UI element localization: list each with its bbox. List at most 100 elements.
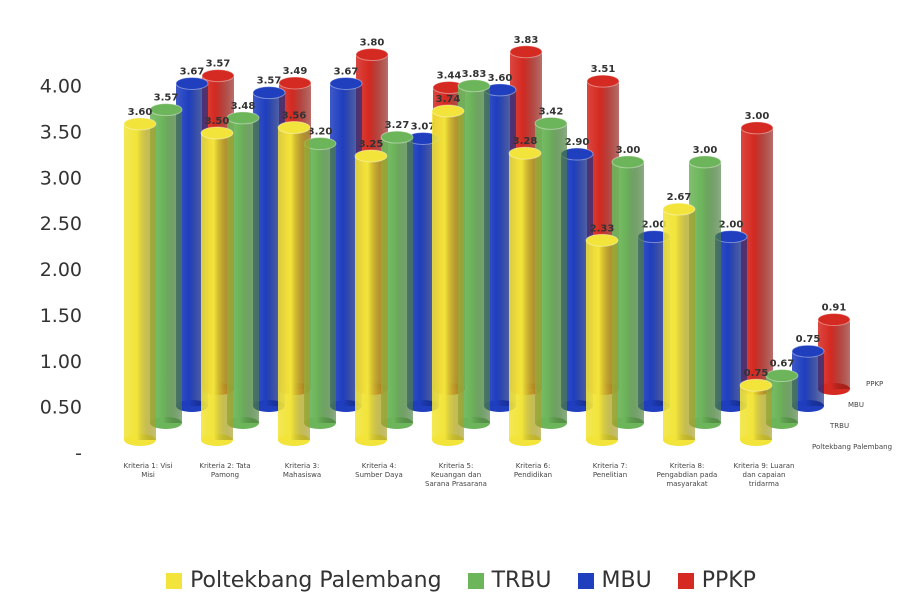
cylinder-top bbox=[200, 126, 234, 140]
bar bbox=[124, 123, 156, 440]
series-depth-label: MBU bbox=[848, 401, 864, 409]
value-label: 0.67 bbox=[770, 359, 795, 370]
legend-swatch bbox=[467, 572, 484, 589]
x-tick-label: Kriteria 6: Pendidikan bbox=[513, 462, 553, 479]
value-label: 3.57 bbox=[206, 59, 231, 70]
bar-face bbox=[432, 111, 464, 441]
bar-face bbox=[663, 209, 695, 440]
legend-item: PPKP bbox=[677, 568, 756, 593]
value-label: 3.60 bbox=[488, 73, 513, 84]
bar-face bbox=[355, 155, 387, 441]
cylinder-top bbox=[662, 202, 696, 216]
x-tick-label: Kriteria 1: Visi Misi bbox=[123, 462, 173, 479]
legend-swatch bbox=[166, 572, 183, 589]
cylinder-top bbox=[201, 69, 235, 83]
cylinder-top bbox=[123, 117, 157, 131]
x-tick-label: Kriteria 3: Mahasiswa bbox=[282, 462, 322, 479]
cylinder-top bbox=[817, 313, 851, 327]
cylinder-top bbox=[329, 76, 363, 90]
cylinder-top bbox=[509, 45, 543, 59]
y-tick-label: 4.00 bbox=[40, 76, 82, 98]
value-label: 3.74 bbox=[436, 94, 461, 105]
x-tick-label: Kriteria 7: Penelitian bbox=[592, 462, 628, 479]
legend-item: Poltekbang Palembang bbox=[166, 568, 442, 593]
bar bbox=[432, 111, 464, 441]
cylinder-top bbox=[354, 149, 388, 163]
legend-label: Poltekbang Palembang bbox=[190, 568, 442, 593]
value-label: 3.60 bbox=[128, 107, 153, 118]
value-label: 3.42 bbox=[539, 106, 564, 117]
cylinder-top bbox=[534, 116, 568, 130]
series-depth-label: PPKP bbox=[866, 380, 883, 388]
y-tick-label: - bbox=[75, 443, 82, 465]
value-label: 3.28 bbox=[513, 136, 538, 147]
series-depth-label: Poltekbang Palembang bbox=[812, 443, 892, 451]
value-label: 3.25 bbox=[359, 139, 384, 150]
value-label: 0.91 bbox=[822, 303, 847, 314]
series-depth-label: TRBU bbox=[829, 422, 849, 430]
x-tick-label: Kriteria 9: Luaran dan capaian tridarma bbox=[733, 462, 795, 488]
x-tick-label: Kriteria 4: Sumber Daya bbox=[355, 462, 403, 479]
value-label: 3.49 bbox=[283, 66, 308, 77]
value-label: 3.27 bbox=[385, 120, 410, 131]
cylinder-top bbox=[355, 48, 389, 62]
value-label: 0.75 bbox=[796, 334, 821, 345]
legend-item: TRBU bbox=[467, 568, 552, 593]
cylinder-top bbox=[791, 344, 825, 358]
value-label: 3.44 bbox=[437, 71, 462, 82]
value-label: 3.00 bbox=[693, 145, 718, 156]
bar bbox=[586, 240, 618, 440]
bar-face bbox=[201, 133, 233, 440]
bar bbox=[278, 127, 310, 441]
cylinder-top bbox=[739, 378, 773, 392]
value-label: 3.48 bbox=[231, 101, 256, 112]
bar-face bbox=[740, 385, 772, 440]
y-tick-label: 3.00 bbox=[40, 167, 82, 189]
bar-face bbox=[509, 153, 541, 440]
value-label: 3.80 bbox=[360, 38, 385, 49]
cylinder-top bbox=[457, 79, 491, 93]
value-label: 3.83 bbox=[462, 69, 487, 80]
cylinder-top bbox=[277, 121, 311, 135]
cylinder-top bbox=[431, 104, 465, 118]
y-tick-label: 2.50 bbox=[40, 213, 82, 235]
bar bbox=[663, 209, 695, 440]
value-label: 2.90 bbox=[565, 137, 590, 148]
value-label: 3.07 bbox=[411, 121, 436, 132]
y-tick-label: 3.50 bbox=[40, 122, 82, 144]
bar bbox=[509, 153, 541, 440]
y-tick-label: 0.50 bbox=[40, 397, 82, 419]
legend-label: MBU bbox=[601, 568, 652, 593]
y-tick-label: 2.00 bbox=[40, 259, 82, 281]
x-tick-label: Kriteria 8: Pengabdian pada masyarakat bbox=[656, 462, 718, 488]
value-label: 2.00 bbox=[719, 220, 744, 231]
cylinder-top bbox=[149, 103, 183, 117]
value-label: 3.57 bbox=[154, 93, 179, 104]
legend-item: MBU bbox=[577, 568, 652, 593]
value-label: 0.75 bbox=[744, 368, 769, 379]
cylinder-top bbox=[380, 130, 414, 144]
cylinder-top bbox=[175, 76, 209, 90]
cylinder-top bbox=[278, 76, 312, 90]
cylinder-top bbox=[226, 111, 260, 125]
value-label: 3.57 bbox=[257, 76, 282, 87]
value-label: 3.00 bbox=[745, 111, 770, 122]
bar-face bbox=[278, 127, 310, 441]
legend-label: TRBU bbox=[491, 568, 552, 593]
value-label: 3.00 bbox=[616, 145, 641, 156]
value-label: 3.67 bbox=[334, 66, 359, 77]
x-tick-label: Kriteria 5: Keuangan dan Sarana Prasaran… bbox=[425, 462, 487, 488]
value-label: 3.51 bbox=[591, 64, 616, 75]
y-tick-label: 1.50 bbox=[40, 305, 82, 327]
cylinder-top bbox=[765, 369, 799, 383]
legend: Poltekbang Palembang TRBU MBU PPKP bbox=[0, 568, 922, 593]
value-label: 2.67 bbox=[667, 192, 692, 203]
y-tick-label: 1.00 bbox=[40, 351, 82, 373]
value-label: 3.50 bbox=[205, 116, 230, 127]
bar bbox=[740, 385, 772, 440]
cylinder-top bbox=[508, 146, 542, 160]
bar bbox=[201, 133, 233, 440]
value-label: 2.00 bbox=[642, 220, 667, 231]
